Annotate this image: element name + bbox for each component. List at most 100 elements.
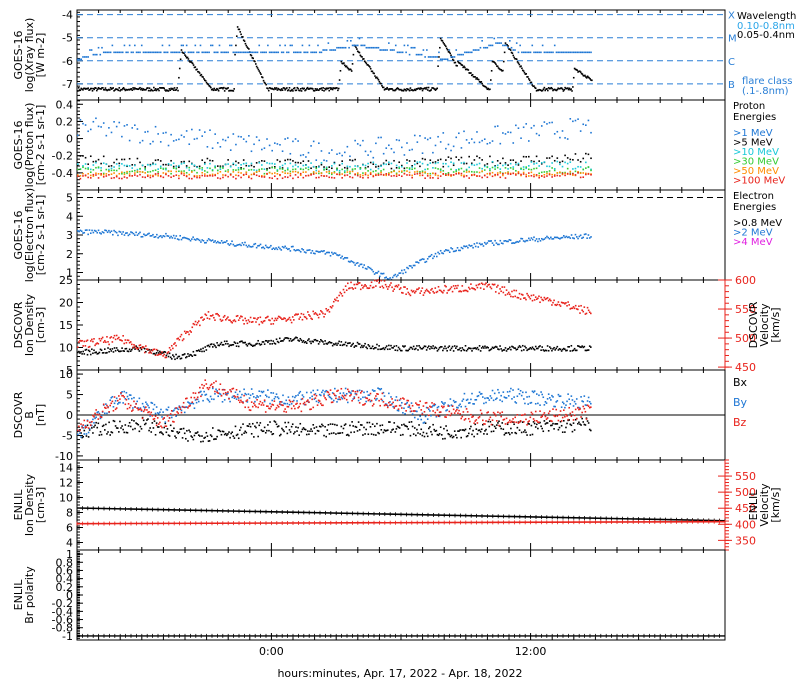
field-point — [571, 395, 573, 397]
proton-point — [536, 162, 538, 164]
electron-point — [563, 235, 565, 237]
proton-point — [323, 169, 325, 171]
field-point — [114, 403, 116, 405]
xray-long-point — [170, 52, 172, 54]
proton-point — [334, 163, 336, 165]
density-point — [211, 343, 213, 345]
xray-short-point — [337, 90, 339, 92]
proton-point — [181, 173, 183, 175]
field-point — [156, 406, 158, 408]
field-point — [565, 427, 567, 429]
field-point — [183, 428, 185, 430]
proton-point — [378, 168, 380, 170]
velocity-point — [307, 311, 309, 313]
xray-short-point — [260, 73, 262, 75]
field-point — [256, 422, 258, 424]
xray-long-point — [386, 49, 388, 51]
field-point — [393, 422, 395, 424]
proton-point — [308, 152, 310, 154]
proton-point — [243, 138, 245, 140]
xray-long-point — [369, 47, 371, 49]
electron-point — [477, 246, 479, 248]
proton-point — [385, 147, 387, 149]
field-point — [213, 399, 215, 401]
field-point — [513, 423, 515, 425]
xray-long-point — [281, 52, 283, 54]
field-point — [109, 434, 111, 436]
proton-point — [590, 170, 592, 172]
density-point — [418, 345, 420, 347]
field-point — [253, 436, 255, 438]
field-point — [380, 388, 382, 390]
proton-point — [98, 173, 100, 175]
xray-long-point — [188, 52, 190, 54]
xray-short-point — [524, 72, 526, 74]
electron-point — [190, 240, 192, 242]
velocity-point — [572, 307, 574, 309]
proton-point — [165, 174, 167, 176]
xray-long-point — [300, 52, 302, 54]
proton-point — [585, 153, 587, 155]
proton-point — [175, 166, 177, 168]
density-point — [360, 347, 362, 349]
proton-point — [222, 139, 224, 141]
proton-point — [354, 174, 356, 176]
proton-point — [437, 168, 439, 170]
field-point — [132, 407, 134, 409]
xray-long-point — [217, 52, 219, 54]
field-point — [509, 391, 511, 393]
field-point — [166, 431, 168, 433]
field-point — [563, 403, 565, 405]
proton-point — [347, 167, 349, 169]
xray-long-point — [371, 47, 373, 49]
xray-long-point — [264, 52, 266, 54]
density-point — [398, 347, 400, 349]
electron-point — [95, 230, 97, 232]
xray-long-point — [153, 52, 155, 54]
density-point — [101, 349, 103, 351]
field-point — [449, 434, 451, 436]
xray-short-point — [490, 79, 492, 81]
velocity-point — [290, 319, 292, 321]
field-point — [120, 427, 122, 429]
field-point — [105, 407, 107, 409]
electron-point — [481, 243, 483, 245]
field-point — [278, 425, 280, 427]
electron-point — [103, 232, 105, 234]
field-point — [95, 422, 97, 424]
proton-point — [134, 170, 136, 172]
proton-point — [160, 166, 162, 168]
field-point — [94, 425, 96, 427]
proton-point — [489, 173, 491, 175]
xray-short-point — [97, 88, 99, 90]
velocity-point — [203, 318, 205, 320]
field-point — [112, 401, 114, 403]
proton-point — [282, 168, 284, 170]
field-point — [450, 398, 452, 400]
proton-point — [214, 133, 216, 135]
velocity-point — [242, 319, 244, 321]
field-point — [387, 429, 389, 431]
xray-short-point — [312, 88, 314, 90]
field-point — [284, 422, 286, 424]
field-point — [568, 398, 570, 400]
density-point — [257, 340, 259, 342]
proton-point — [487, 173, 489, 175]
density-point — [270, 340, 272, 342]
xray-short-point — [422, 90, 424, 92]
xray-long-point — [357, 45, 359, 47]
field-point — [268, 397, 270, 399]
proton-point — [284, 160, 286, 162]
xray-short-point — [340, 70, 342, 72]
field-point — [302, 394, 304, 396]
proton-point — [297, 172, 299, 174]
xray-long-point — [319, 52, 321, 54]
proton-point — [310, 145, 312, 147]
velocity-point — [150, 352, 152, 354]
proton-point — [251, 178, 253, 180]
field-point — [154, 420, 156, 422]
xray-short-point — [355, 47, 357, 49]
density-point — [114, 347, 116, 349]
field-point — [108, 422, 110, 424]
